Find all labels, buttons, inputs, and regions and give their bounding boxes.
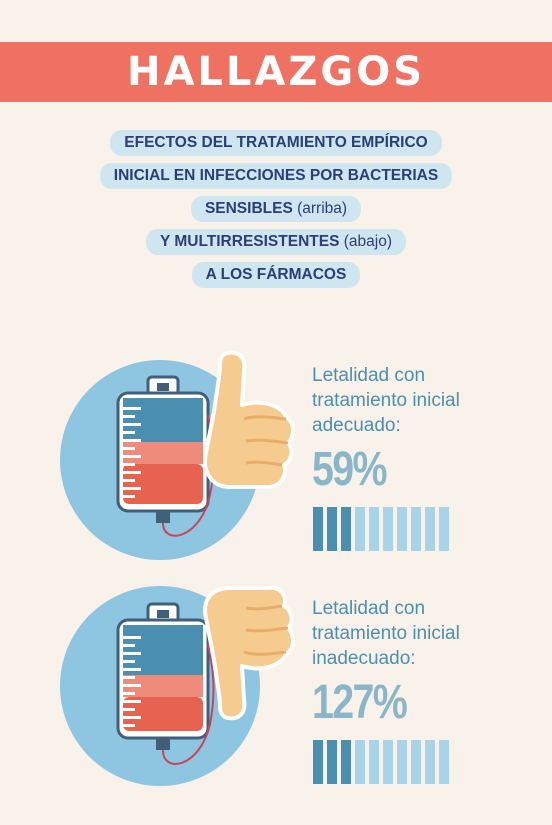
bar-segment bbox=[383, 507, 393, 551]
bar-segment bbox=[355, 507, 365, 551]
bar-segment bbox=[383, 740, 393, 784]
subtitle-line-4-bold: Y MULTIRRESISTENTES bbox=[160, 233, 340, 250]
bar-segment bbox=[369, 740, 379, 784]
stat-block-inadequate: Letalidad con tratamiento inicial inadec… bbox=[0, 578, 552, 808]
iv-bag-thumbs-down-illustration bbox=[60, 585, 295, 786]
stat-label-line-3: inadecuado: bbox=[312, 648, 416, 669]
stat-label-line-2: tratamiento inicial bbox=[312, 390, 460, 411]
header-banner: HALLAZGOS bbox=[0, 42, 552, 102]
stat-block-adequate: Letalidad con tratamiento inicial adecua… bbox=[0, 345, 552, 575]
bar-segment bbox=[425, 507, 435, 551]
iv-bag-icon bbox=[116, 602, 215, 765]
bar-segment bbox=[313, 740, 323, 784]
bar-segment bbox=[355, 740, 365, 784]
iv-bag-thumbs-up-illustration bbox=[60, 350, 295, 560]
stat-text-inadequate: Letalidad con tratamiento inicial inadec… bbox=[312, 596, 532, 731]
bar-segment bbox=[341, 507, 351, 551]
subtitle-line-1: EFECTOS DEL TRATAMIENTO EMPÍRICO bbox=[110, 130, 442, 156]
subtitle-line-2: INICIAL EN INFECCIONES POR BACTERIAS bbox=[99, 163, 453, 189]
iv-bag-icon bbox=[116, 375, 215, 537]
bar-segment bbox=[341, 740, 351, 784]
subtitle-line-3-bold: SENSIBLES bbox=[204, 200, 293, 217]
bar-segment bbox=[397, 740, 407, 784]
thumbs-up-hand-icon bbox=[203, 350, 295, 489]
stat-label-line-2: tratamiento inicial bbox=[312, 623, 460, 644]
stat-bars-inadequate bbox=[313, 740, 449, 784]
bar-segment bbox=[369, 507, 379, 551]
subtitle-line-4-light: (abajo) bbox=[343, 233, 392, 250]
bar-segment bbox=[439, 507, 449, 551]
subtitle-line-5: A LOS FÁRMACOS bbox=[191, 262, 361, 288]
subtitle-line-4: Y MULTIRRESISTENTES (abajo) bbox=[146, 229, 406, 255]
page-title: HALLAZGOS bbox=[126, 49, 425, 95]
subtitle-line-3-light: (arriba) bbox=[297, 200, 348, 217]
stat-label-line-3: adecuado: bbox=[312, 415, 401, 436]
subtitle-line-3: SENSIBLES (arriba) bbox=[190, 196, 362, 222]
bar-segment bbox=[397, 507, 407, 551]
stat-value-adequate: 59% bbox=[312, 443, 388, 496]
stat-label-line-1: Letalidad con bbox=[312, 365, 426, 386]
bar-segment bbox=[327, 740, 337, 784]
bar-segment bbox=[411, 507, 421, 551]
thumbs-down-hand-icon bbox=[203, 585, 295, 721]
subtitle-block: EFECTOS DEL TRATAMIENTO EMPÍRICO INICIAL… bbox=[0, 130, 552, 288]
stat-text-adequate: Letalidad con tratamiento inicial adecua… bbox=[312, 363, 532, 498]
stat-label-line-1: Letalidad con bbox=[312, 598, 426, 619]
bar-segment bbox=[411, 740, 421, 784]
bar-segment bbox=[425, 740, 435, 784]
stat-bars-adequate bbox=[313, 507, 449, 551]
bar-segment bbox=[313, 507, 323, 551]
bar-segment bbox=[439, 740, 449, 784]
stat-value-inadequate: 127% bbox=[312, 676, 408, 729]
bar-segment bbox=[327, 507, 337, 551]
